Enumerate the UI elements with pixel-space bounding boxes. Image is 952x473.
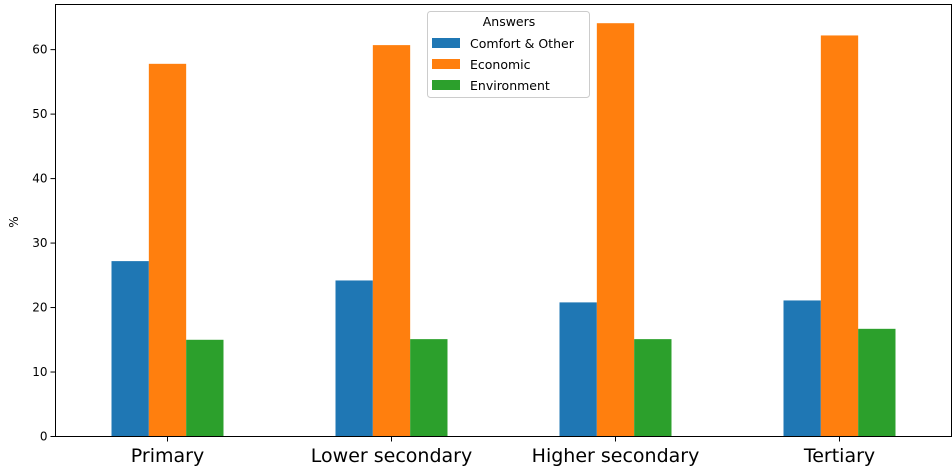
legend-label: Economic: [470, 57, 531, 72]
bar-environment-3: [858, 328, 896, 437]
legend-label: Comfort & Other: [470, 36, 575, 51]
legend-swatch: [432, 38, 460, 48]
y-tick-label: 10: [32, 365, 47, 379]
bar-economic-3: [820, 35, 859, 437]
bar-environment-1: [410, 339, 448, 437]
y-tick-label: 0: [40, 430, 48, 444]
legend-swatch: [432, 59, 460, 69]
bar-comfort-other-0: [111, 261, 149, 437]
x-tick-label: Tertiary: [803, 445, 875, 467]
bar-environment-0: [186, 339, 224, 437]
x-tick-label: Higher secondary: [532, 445, 700, 467]
bar-comfort-other-1: [335, 280, 373, 437]
y-tick-label: 20: [32, 301, 47, 315]
legend-label: Environment: [470, 78, 550, 93]
bar-economic-2: [596, 23, 635, 437]
y-tick-label: 50: [32, 107, 47, 121]
bar-environment-2: [634, 339, 672, 437]
legend: Answers Comfort & Other Economic Environme…: [427, 11, 590, 98]
bar-economic-0: [148, 63, 187, 437]
y-tick-label: 60: [32, 43, 47, 57]
legend-swatch: [432, 80, 460, 90]
y-axis-label: %: [7, 216, 21, 227]
bar-comfort-other-3: [783, 300, 821, 437]
legend-box: [427, 11, 590, 98]
x-tick-label: Primary: [131, 445, 204, 467]
bar-comfort-other-2: [559, 302, 597, 437]
bar-economic-1: [372, 45, 411, 437]
x-tick-label: Lower secondary: [311, 445, 472, 467]
legend-title: Answers: [483, 14, 536, 29]
y-tick-label: 30: [32, 236, 47, 250]
y-tick-label: 40: [32, 172, 47, 186]
